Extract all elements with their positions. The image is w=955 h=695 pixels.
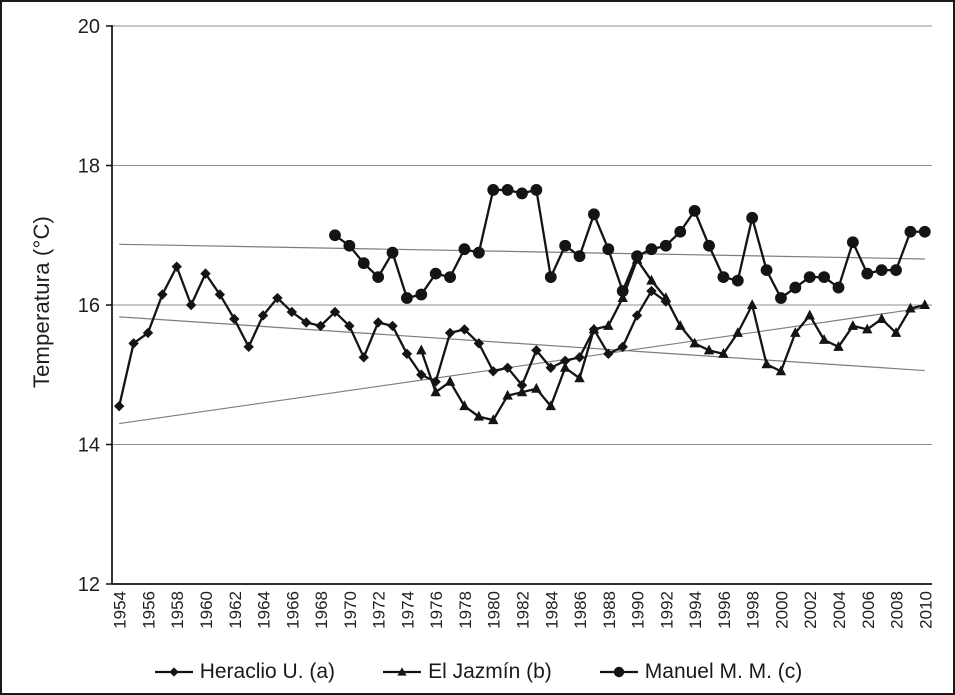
x-tick-label: 1958 xyxy=(168,591,187,629)
x-tick-label: 1978 xyxy=(456,591,475,629)
series-manuel xyxy=(329,184,931,304)
x-tick-label: 2004 xyxy=(830,591,849,629)
x-tick-label: 1968 xyxy=(312,591,331,629)
x-tick-label: 1982 xyxy=(514,591,533,629)
gridlines xyxy=(112,25,932,445)
x-tick-label: 1988 xyxy=(600,591,619,629)
x-tick-label: 2002 xyxy=(801,591,820,629)
y-tick-label: 20 xyxy=(78,16,100,38)
x-tick-label: 1956 xyxy=(139,591,158,629)
x-tick-label: 2000 xyxy=(772,591,791,629)
legend-label: Heraclio U. (a) xyxy=(199,660,336,683)
legend-item-heraclio: Heraclio U. (a) xyxy=(153,660,335,684)
triangle-marker-swatch-icon xyxy=(383,667,422,676)
x-tick-label: 1984 xyxy=(542,591,561,629)
x-tick-label: 1996 xyxy=(715,591,734,629)
legend-item-jazmin: El Jazmín (b) xyxy=(381,660,552,684)
x-tick-label: 1990 xyxy=(629,591,648,629)
y-tick-label: 12 xyxy=(78,574,100,596)
x-tick-label: 1970 xyxy=(341,591,360,629)
diamond-marker-swatch-icon xyxy=(154,667,193,677)
x-axis-labels: 1954 1956 1958 1960 1962 1964 1966 1968 1970 1972… xyxy=(111,591,936,629)
circle-marker-swatch-icon xyxy=(599,666,638,678)
x-tick-label: 1960 xyxy=(197,591,216,629)
x-tick-label: 1998 xyxy=(744,591,763,629)
series-heraclio xyxy=(113,261,672,412)
trend-lines xyxy=(119,243,925,425)
x-tick-label: 1980 xyxy=(485,591,504,629)
x-tick-label: 1954 xyxy=(111,591,130,629)
x-tick-label: 1964 xyxy=(255,591,274,629)
x-tick-label: 1992 xyxy=(657,591,676,629)
legend-label: Manuel M. M. (c) xyxy=(644,660,803,683)
y-tick-label: 14 xyxy=(78,435,100,457)
x-tick-label: 2006 xyxy=(859,591,878,629)
x-tick-label: 1966 xyxy=(283,591,302,629)
x-tick-label: 1962 xyxy=(226,591,245,629)
y-tick-label: 18 xyxy=(78,156,100,178)
legend-label: El Jazmín (b) xyxy=(428,660,552,683)
x-tick-label: 1972 xyxy=(370,591,389,629)
legend-item-manuel: Manuel M. M. (c) xyxy=(598,660,803,684)
chart-legend: Heraclio U. (a) El Jazmín (b) Manuel M. … xyxy=(2,654,953,690)
x-tick-label: 2008 xyxy=(888,591,907,629)
y-axis-title: Temperatura (°C) xyxy=(29,215,54,389)
x-tick-label: 1994 xyxy=(686,591,705,629)
y-tick-label: 16 xyxy=(78,295,100,317)
x-tick-label: 1974 xyxy=(398,591,417,629)
series-jazmin xyxy=(416,253,931,425)
y-axis-labels: 12 14 16 18 20 xyxy=(78,16,112,596)
x-tick-label: 1976 xyxy=(427,591,446,629)
x-tick-label: 1986 xyxy=(571,591,590,629)
x-tick-label: 2010 xyxy=(916,591,935,629)
